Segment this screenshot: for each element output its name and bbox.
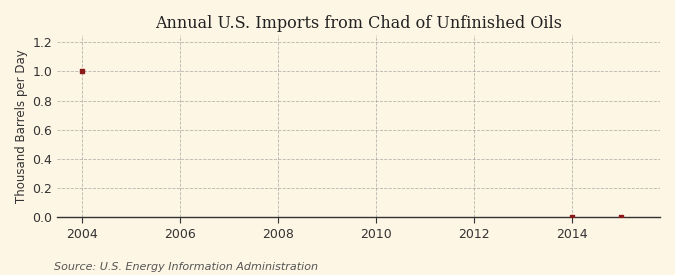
- Y-axis label: Thousand Barrels per Day: Thousand Barrels per Day: [15, 49, 28, 203]
- Point: [616, 215, 626, 219]
- Text: Source: U.S. Energy Information Administration: Source: U.S. Energy Information Administ…: [54, 262, 318, 272]
- Point: [76, 69, 87, 74]
- Title: Annual U.S. Imports from Chad of Unfinished Oils: Annual U.S. Imports from Chad of Unfinis…: [155, 15, 562, 32]
- Point: [566, 215, 577, 219]
